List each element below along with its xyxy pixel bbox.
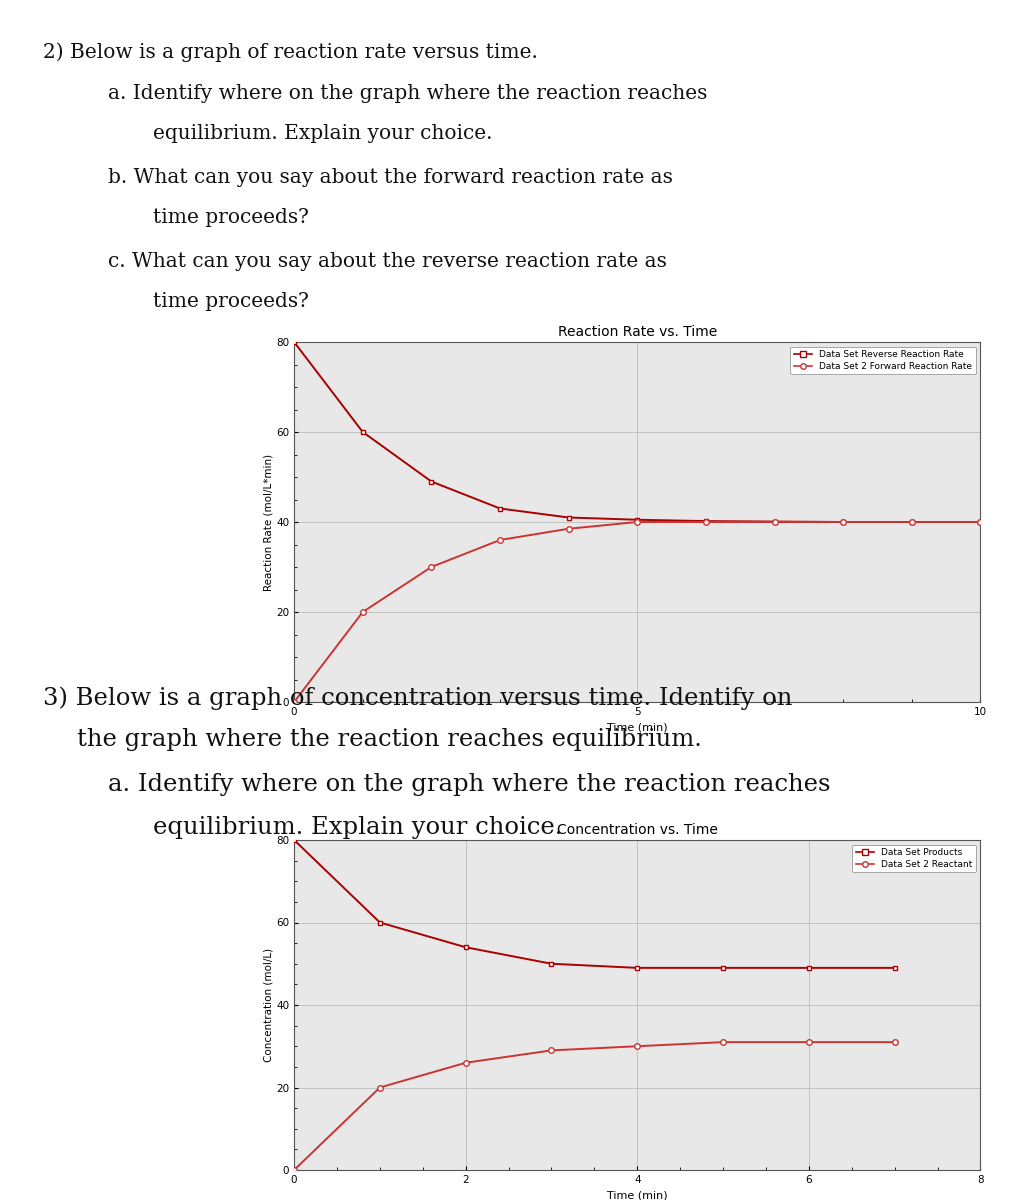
Text: time proceeds?: time proceeds? bbox=[153, 208, 309, 227]
Text: c. What can you say about the reverse reaction rate as: c. What can you say about the reverse re… bbox=[108, 252, 668, 271]
Text: the graph where the reaction reaches equilibrium.: the graph where the reaction reaches equ… bbox=[77, 728, 702, 751]
Text: time proceeds?: time proceeds? bbox=[153, 292, 309, 311]
Legend: Data Set Reverse Reaction Rate, Data Set 2 Forward Reaction Rate: Data Set Reverse Reaction Rate, Data Set… bbox=[791, 347, 976, 374]
Y-axis label: Concentration (mol/L): Concentration (mol/L) bbox=[263, 948, 273, 1062]
Text: equilibrium. Explain your choice.: equilibrium. Explain your choice. bbox=[153, 124, 492, 143]
Legend: Data Set Products, Data Set 2 Reactant: Data Set Products, Data Set 2 Reactant bbox=[852, 845, 976, 872]
Title: Concentration vs. Time: Concentration vs. Time bbox=[557, 823, 717, 838]
Y-axis label: Reaction Rate (mol/L*min): Reaction Rate (mol/L*min) bbox=[263, 454, 273, 590]
Text: 3) Below is a graph of concentration versus time. Identify on: 3) Below is a graph of concentration ver… bbox=[43, 686, 793, 710]
X-axis label: Time (min): Time (min) bbox=[607, 1190, 668, 1200]
Text: equilibrium. Explain your choice.: equilibrium. Explain your choice. bbox=[153, 816, 562, 839]
Text: a. Identify where on the graph where the reaction reaches: a. Identify where on the graph where the… bbox=[108, 773, 831, 796]
Text: 2) Below is a graph of reaction rate versus time.: 2) Below is a graph of reaction rate ver… bbox=[43, 42, 539, 61]
Title: Reaction Rate vs. Time: Reaction Rate vs. Time bbox=[557, 325, 717, 340]
Text: a. Identify where on the graph where the reaction reaches: a. Identify where on the graph where the… bbox=[108, 84, 708, 103]
Text: b. What can you say about the forward reaction rate as: b. What can you say about the forward re… bbox=[108, 168, 673, 187]
X-axis label: Time (min): Time (min) bbox=[607, 722, 668, 732]
